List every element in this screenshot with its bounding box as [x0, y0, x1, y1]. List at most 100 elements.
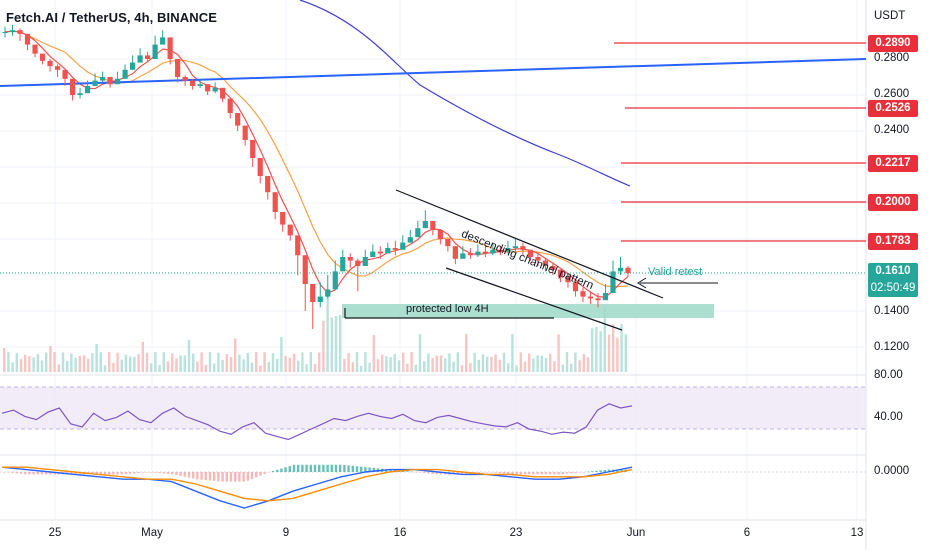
level-tag-1783[interactable]: 0.1783: [868, 233, 918, 250]
currency-label: USDT: [874, 10, 906, 22]
volume-bar: [502, 352, 506, 372]
macd-hist-bar: [53, 472, 56, 475]
candle-body: [565, 276, 571, 283]
volume-bar: [292, 353, 296, 372]
volume-bar: [74, 357, 77, 372]
volume-bar: [263, 352, 266, 372]
macd-hist-bar: [565, 472, 569, 474]
macd-hist-bar: [3, 472, 6, 473]
candle-body: [265, 176, 271, 193]
rsi-axis-top: 80.00: [874, 369, 903, 381]
grid: [0, 0, 866, 520]
volume-bar: [486, 356, 489, 372]
volume-bar: [494, 354, 497, 372]
volume-bar: [95, 343, 98, 372]
candle-body: [54, 66, 61, 70]
macd-hist-bar: [620, 469, 623, 472]
level-tag-2890[interactable]: 0.2890: [868, 35, 918, 52]
volume-bar: [368, 362, 371, 372]
volume-bar: [78, 355, 81, 372]
rsi-axis-mid: 40.00: [874, 411, 903, 423]
time-label: 16: [393, 527, 407, 539]
candle-body: [392, 248, 398, 250]
macd-hist-bar: [129, 472, 132, 474]
volume-bar: [397, 360, 401, 372]
candle-body: [452, 246, 458, 259]
macd-hist-bar: [343, 464, 346, 472]
volume-bar: [154, 352, 157, 372]
volume-bar: [473, 352, 476, 372]
price-tick-label: 0.1200: [874, 341, 910, 353]
protected-low-zone[interactable]: [342, 304, 714, 318]
candle-body: [2, 32, 8, 33]
macd-hist-bar: [347, 465, 350, 472]
level-tag-2000[interactable]: 0.2000: [868, 194, 918, 211]
candle-body: [24, 33, 31, 45]
macd-hist-bar: [544, 472, 548, 475]
volume-bar: [330, 317, 333, 372]
volume-bar: [435, 355, 438, 372]
macd-hist-bar: [406, 471, 409, 472]
macd-hist-bar: [74, 472, 77, 475]
level-tag-2526[interactable]: 0.2526: [868, 100, 918, 117]
volume-bar: [267, 362, 270, 372]
candle-body: [430, 221, 436, 230]
macd-hist-bar: [595, 470, 598, 472]
macd-hist-bar: [259, 472, 262, 476]
candle-body: [295, 235, 301, 256]
candle-body: [445, 239, 451, 247]
volume-bar: [91, 353, 94, 372]
macd-hist-bar: [368, 467, 371, 472]
level-tag-2217[interactable]: 0.2217: [868, 155, 918, 172]
volume-bar: [465, 334, 468, 372]
price-levels[interactable]: [614, 42, 866, 242]
macd-hist-bar: [360, 466, 363, 472]
volume-bar: [318, 352, 321, 372]
candle-body: [415, 228, 421, 238]
ma200-line: [299, 0, 631, 187]
volume-bar: [410, 352, 413, 372]
volume-bar: [246, 352, 249, 372]
macd-line: [1, 466, 633, 509]
macd-hist-bar: [196, 472, 199, 480]
macd-hist-bar: [297, 464, 300, 472]
volume-bar: [515, 365, 518, 372]
channel-upper-line[interactable]: [395, 189, 664, 299]
volume-bar: [259, 365, 262, 372]
channel-lower-line[interactable]: [445, 267, 623, 331]
candle-body: [400, 242, 406, 250]
candle-body: [145, 55, 151, 59]
volume-bar: [45, 352, 48, 372]
long-trendline[interactable]: [0, 58, 867, 87]
macd-hist-bar: [557, 472, 560, 475]
volume-bar: [360, 365, 363, 372]
macd-hist-bar: [414, 472, 417, 473]
volume-bar: [498, 359, 501, 372]
volume-bar: [284, 355, 287, 372]
volume-bar: [187, 340, 191, 372]
time-label: May: [141, 527, 163, 539]
candle-body: [160, 37, 166, 45]
macd-hist-bar: [45, 472, 48, 475]
macd-hist-bar: [171, 472, 174, 475]
volume-bar: [271, 353, 275, 372]
volume-bar: [582, 354, 585, 372]
macd-hist-bar: [486, 472, 489, 473]
volume-bar: [250, 362, 254, 372]
volume-bar: [544, 357, 548, 372]
macd-hist-bar: [263, 472, 266, 475]
candle-body: [482, 251, 488, 254]
volume-bar: [372, 334, 375, 372]
volume-bar: [183, 355, 186, 372]
macd-hist-bar: [498, 472, 501, 474]
volume-bar: [313, 364, 317, 372]
macd-hist-bar: [145, 472, 149, 473]
macd-hist-bar: [284, 467, 287, 472]
volume-bar: [162, 352, 165, 372]
candle-body: [520, 246, 526, 250]
macd-hist-bar: [162, 472, 165, 474]
candle-body: [302, 255, 308, 284]
volume-bars: [3, 295, 627, 372]
macd-hist-bar: [309, 464, 312, 472]
